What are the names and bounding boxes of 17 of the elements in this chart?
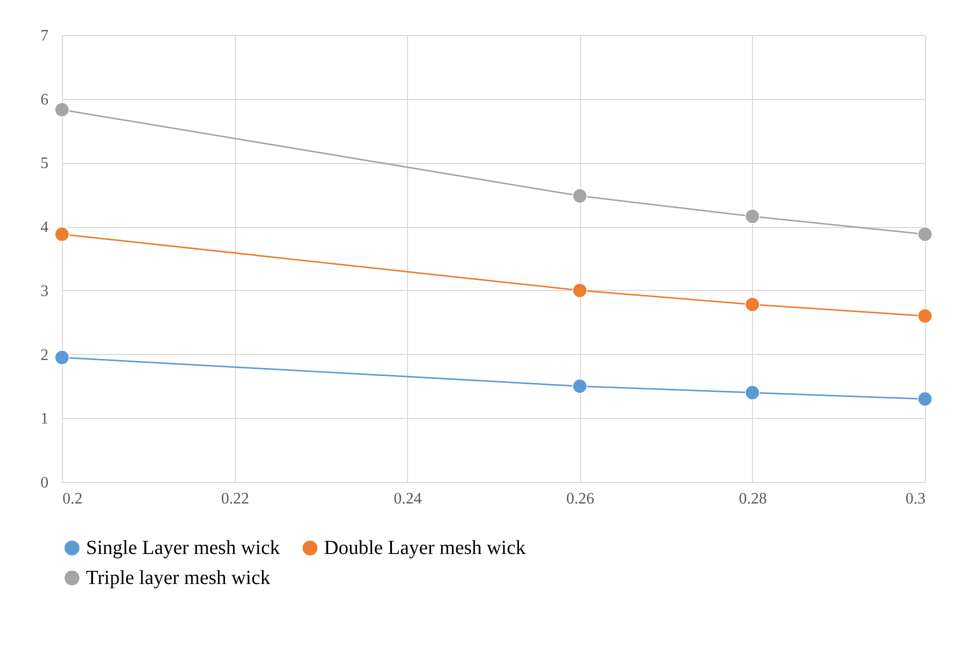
y-tick-label: 7 — [40, 28, 48, 44]
y-tick-label: 0 — [40, 474, 48, 492]
y-tick-label: 5 — [40, 155, 48, 172]
y-tick-label: 1 — [40, 410, 48, 428]
x-tick-label: 0.2 — [62, 490, 82, 508]
x-tick-label: 0.24 — [394, 490, 422, 508]
y-tick-label: 2 — [40, 346, 48, 364]
x-tick-label: 0.26 — [566, 490, 594, 508]
y-tick-label: 3 — [40, 282, 48, 300]
legend-label: Triple layer mesh wick — [86, 567, 270, 589]
legend-label: Double Layer mesh wick — [324, 537, 526, 559]
x-tick-label: 0.3 — [906, 490, 926, 508]
y-tick-label: 4 — [40, 219, 48, 236]
x-tick-label: 0.22 — [221, 490, 250, 508]
legend-label: Single Layer mesh wick — [86, 537, 280, 559]
x-tick-label: 0.28 — [738, 490, 767, 508]
y-tick-label: 6 — [40, 91, 48, 108]
